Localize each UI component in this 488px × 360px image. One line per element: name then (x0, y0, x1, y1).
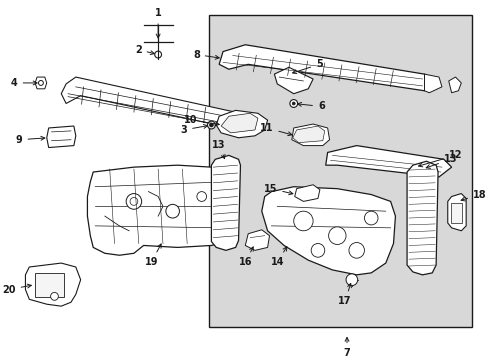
Text: 2: 2 (135, 45, 154, 55)
Bar (450, 203, 461, 223)
Text: 13: 13 (426, 154, 456, 168)
Text: 19: 19 (144, 244, 161, 267)
Polygon shape (447, 194, 465, 231)
Circle shape (154, 51, 161, 58)
Polygon shape (87, 165, 230, 255)
Bar (35, 273, 64, 297)
Polygon shape (406, 161, 437, 275)
Circle shape (130, 198, 138, 205)
Text: 1: 1 (154, 8, 161, 38)
Polygon shape (424, 74, 441, 93)
Circle shape (39, 81, 43, 85)
Text: 18: 18 (460, 190, 486, 201)
Polygon shape (61, 77, 250, 130)
Circle shape (51, 292, 58, 300)
Circle shape (328, 227, 346, 244)
Polygon shape (274, 67, 312, 94)
Circle shape (209, 123, 213, 127)
Circle shape (165, 204, 179, 218)
Polygon shape (261, 187, 395, 275)
Polygon shape (47, 126, 76, 148)
Polygon shape (35, 77, 47, 89)
Text: 10: 10 (184, 115, 219, 126)
Text: 14: 14 (270, 247, 286, 267)
Polygon shape (211, 156, 240, 250)
Polygon shape (325, 145, 451, 177)
Circle shape (292, 102, 295, 105)
Text: 9: 9 (16, 135, 45, 145)
Polygon shape (448, 77, 460, 93)
Circle shape (207, 121, 215, 129)
Text: 8: 8 (192, 50, 219, 59)
Polygon shape (25, 263, 81, 306)
Polygon shape (221, 113, 257, 133)
Polygon shape (292, 126, 324, 143)
Text: 7: 7 (343, 337, 350, 358)
Text: 13: 13 (212, 140, 225, 159)
Circle shape (289, 100, 297, 107)
Text: 15: 15 (263, 184, 292, 195)
Text: 5: 5 (292, 59, 322, 73)
Circle shape (348, 243, 364, 258)
Text: 3: 3 (180, 125, 207, 135)
Circle shape (126, 194, 142, 209)
Polygon shape (219, 45, 438, 91)
Text: 6: 6 (297, 102, 324, 112)
Circle shape (197, 192, 206, 201)
Text: 17: 17 (338, 283, 351, 306)
Text: 11: 11 (259, 123, 291, 136)
Text: 4: 4 (11, 78, 37, 88)
Polygon shape (294, 185, 319, 201)
Bar (209, 15, 471, 327)
Polygon shape (245, 230, 269, 250)
Circle shape (310, 243, 324, 257)
Circle shape (346, 274, 357, 285)
Text: 20: 20 (2, 284, 31, 294)
Polygon shape (216, 111, 267, 138)
Circle shape (293, 211, 312, 231)
Circle shape (364, 211, 377, 225)
Text: 12: 12 (418, 150, 461, 167)
Text: 16: 16 (238, 247, 253, 267)
Polygon shape (291, 124, 329, 145)
